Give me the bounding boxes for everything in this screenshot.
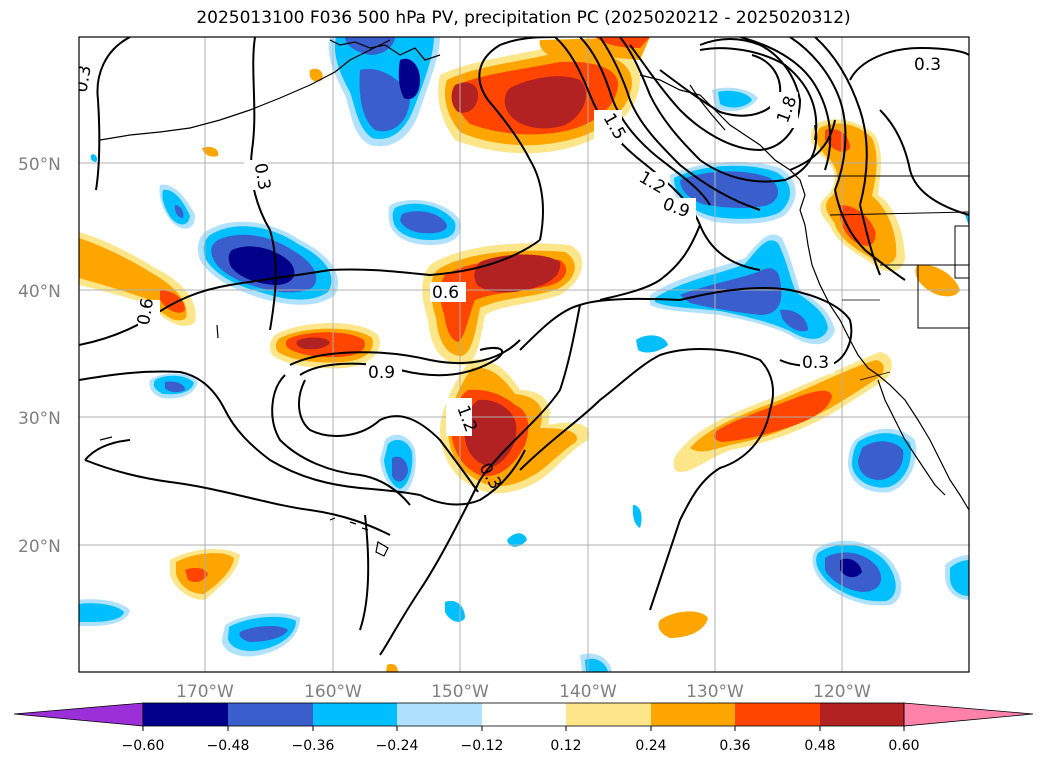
colorbar: −0.60 −0.48 −0.36 −0.24 −0.12 0.12 0.24 … (13, 702, 1034, 754)
lon-label: 140°W (559, 682, 617, 702)
colorbar-tick: −0.24 (376, 738, 419, 754)
colorbar-swatch (397, 703, 482, 726)
colorbar-tick: 0.48 (804, 738, 835, 754)
contour-label: 0.3 (71, 64, 95, 94)
colorbar-tick: −0.36 (292, 738, 335, 754)
contour-label: 0.3 (914, 55, 941, 75)
lat-label: 50°N (18, 155, 61, 175)
colorbar-swatch (313, 703, 397, 726)
colorbar-tick: 0.60 (888, 738, 919, 754)
colorbar-swatch (820, 703, 904, 726)
plot-frame (78, 36, 970, 673)
colorbar-tick: 0.12 (550, 738, 581, 754)
lon-label: 120°W (813, 682, 871, 702)
lon-label: 150°W (431, 682, 489, 702)
lat-label: 20°N (18, 537, 61, 557)
colorbar-tick: −0.60 (122, 738, 165, 754)
colorbar-extend-max (903, 702, 1034, 727)
colorbar-swatch (143, 703, 228, 726)
coastlines (99, 39, 969, 557)
map-title: 2025013100 F036 500 hPa PV, precipitatio… (196, 8, 851, 28)
colorbar-tick: 0.36 (719, 738, 750, 754)
contour-label: 0.6 (432, 283, 459, 303)
lon-label: 170°W (176, 682, 234, 702)
colorbar-extend-min (13, 702, 144, 727)
colorbar-swatch (735, 703, 820, 726)
colorbar-swatch (482, 703, 566, 726)
contour-label: 0.9 (368, 363, 395, 383)
graticule (79, 37, 969, 672)
contour-label: 0.6 (134, 297, 158, 327)
lon-label: 160°W (304, 682, 362, 702)
contour-label: 0.3 (802, 353, 829, 373)
colorbar-swatch (651, 703, 735, 726)
lat-label: 30°N (18, 409, 61, 429)
precip-shading (79, 37, 969, 672)
colorbar-swatch (566, 703, 651, 726)
colorbar-tick: −0.12 (461, 738, 504, 754)
contour-label: 0.3 (250, 162, 274, 192)
lon-label: 130°W (686, 682, 744, 702)
lat-label: 40°N (18, 282, 61, 302)
contour-labels: 0.3 0.3 0.6 0.6 0.9 0.9 1.2 1.2 1.5 1.8 … (71, 54, 946, 493)
colorbar-tick: 0.24 (635, 738, 666, 754)
colorbar-swatch (228, 703, 313, 726)
colorbar-tick: −0.48 (207, 738, 250, 754)
